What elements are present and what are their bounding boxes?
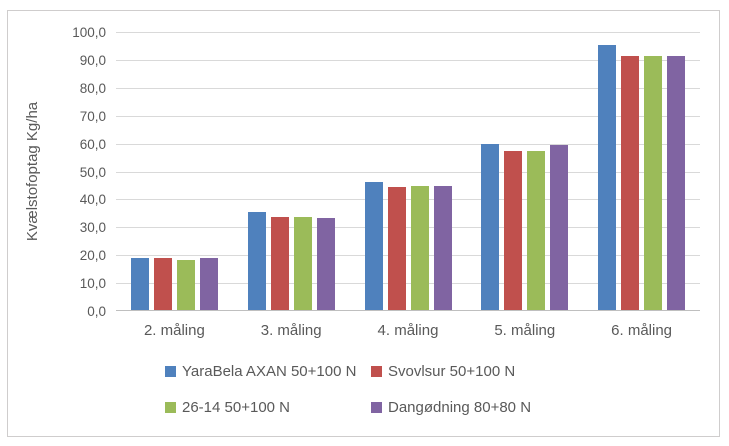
gridline-80	[116, 87, 700, 89]
gridline-30	[116, 227, 700, 229]
x-category-label: 4. måling	[377, 322, 439, 339]
legend-swatch-icon	[371, 402, 382, 413]
legend-swatch-icon	[165, 366, 176, 377]
legend-label: Dangødning 80+80 N	[388, 399, 532, 416]
x-category-label: 2. måling	[143, 322, 205, 339]
y-tick-label: 90,0	[79, 52, 106, 68]
legend-item-1: YaraBela AXAN 50+100 N	[165, 363, 371, 380]
gridline-50	[116, 171, 700, 173]
y-axis-title: Kvælstofoptag Kg/ha	[18, 32, 48, 311]
bar-4-series-2	[387, 187, 406, 310]
bar-5-series-4	[550, 145, 569, 310]
legend-item-4: Dangødning 80+80 N	[371, 399, 601, 416]
bar-3-series-2	[270, 216, 289, 310]
y-tick-label: 0,0	[87, 304, 106, 319]
y-tick-label: 10,0	[79, 276, 106, 292]
gridline-20	[116, 255, 700, 257]
x-category-label: 3. måling	[260, 322, 322, 339]
gridline-40	[116, 199, 700, 201]
x-category-label: 5. måling	[494, 322, 556, 339]
plot-area	[116, 32, 700, 311]
legend-swatch-icon	[371, 366, 382, 377]
gridline-70	[116, 115, 700, 117]
y-axis-title-text: Kvælstofoptag Kg/ha	[24, 101, 42, 242]
y-tick-label: 50,0	[79, 164, 106, 180]
y-tick-label: 40,0	[79, 192, 106, 208]
legend-label: 26-14 50+100 N	[182, 399, 291, 416]
bar-6-series-1	[598, 44, 617, 310]
bar-5-series-2	[504, 150, 523, 310]
bar-6-series-2	[621, 56, 640, 310]
gridline-10	[116, 283, 700, 285]
gridline-90	[116, 59, 700, 61]
bar-4-series-1	[364, 181, 383, 310]
legend-label: YaraBela AXAN 50+100 N	[182, 363, 357, 380]
legend-item-3: 26-14 50+100 N	[165, 399, 371, 416]
bar-4-series-4	[433, 185, 452, 310]
bar-2-series-1	[130, 258, 149, 310]
bar-2-series-4	[199, 258, 218, 310]
bar-6-series-3	[644, 56, 663, 310]
gridline-100	[116, 32, 700, 33]
bar-3-series-4	[316, 217, 335, 310]
bar-6-series-4	[667, 56, 686, 310]
x-category-label: 6. måling	[611, 322, 673, 339]
bar-2-series-3	[176, 259, 195, 310]
y-tick-label: 80,0	[79, 80, 106, 96]
y-tick-label: 100,0	[72, 25, 106, 40]
legend-item-2: Svovlsur 50+100 N	[371, 363, 601, 380]
bar-3-series-1	[247, 212, 266, 310]
y-tick-label: 60,0	[79, 136, 106, 152]
gridline-60	[116, 143, 700, 145]
bar-5-series-3	[527, 150, 546, 310]
legend-swatch-icon	[165, 402, 176, 413]
legend: YaraBela AXAN 50+100 N Svovlsur 50+100 N 2…	[165, 363, 601, 416]
bar-2-series-2	[153, 258, 172, 310]
y-tick-label: 20,0	[79, 248, 106, 264]
y-tick-label: 70,0	[79, 108, 106, 124]
legend-label: Svovlsur 50+100 N	[388, 363, 516, 380]
bar-5-series-1	[481, 144, 500, 310]
bar-4-series-3	[410, 185, 429, 310]
bar-3-series-3	[293, 216, 312, 310]
x-axis-line	[116, 310, 700, 311]
y-tick-label: 30,0	[79, 220, 106, 236]
